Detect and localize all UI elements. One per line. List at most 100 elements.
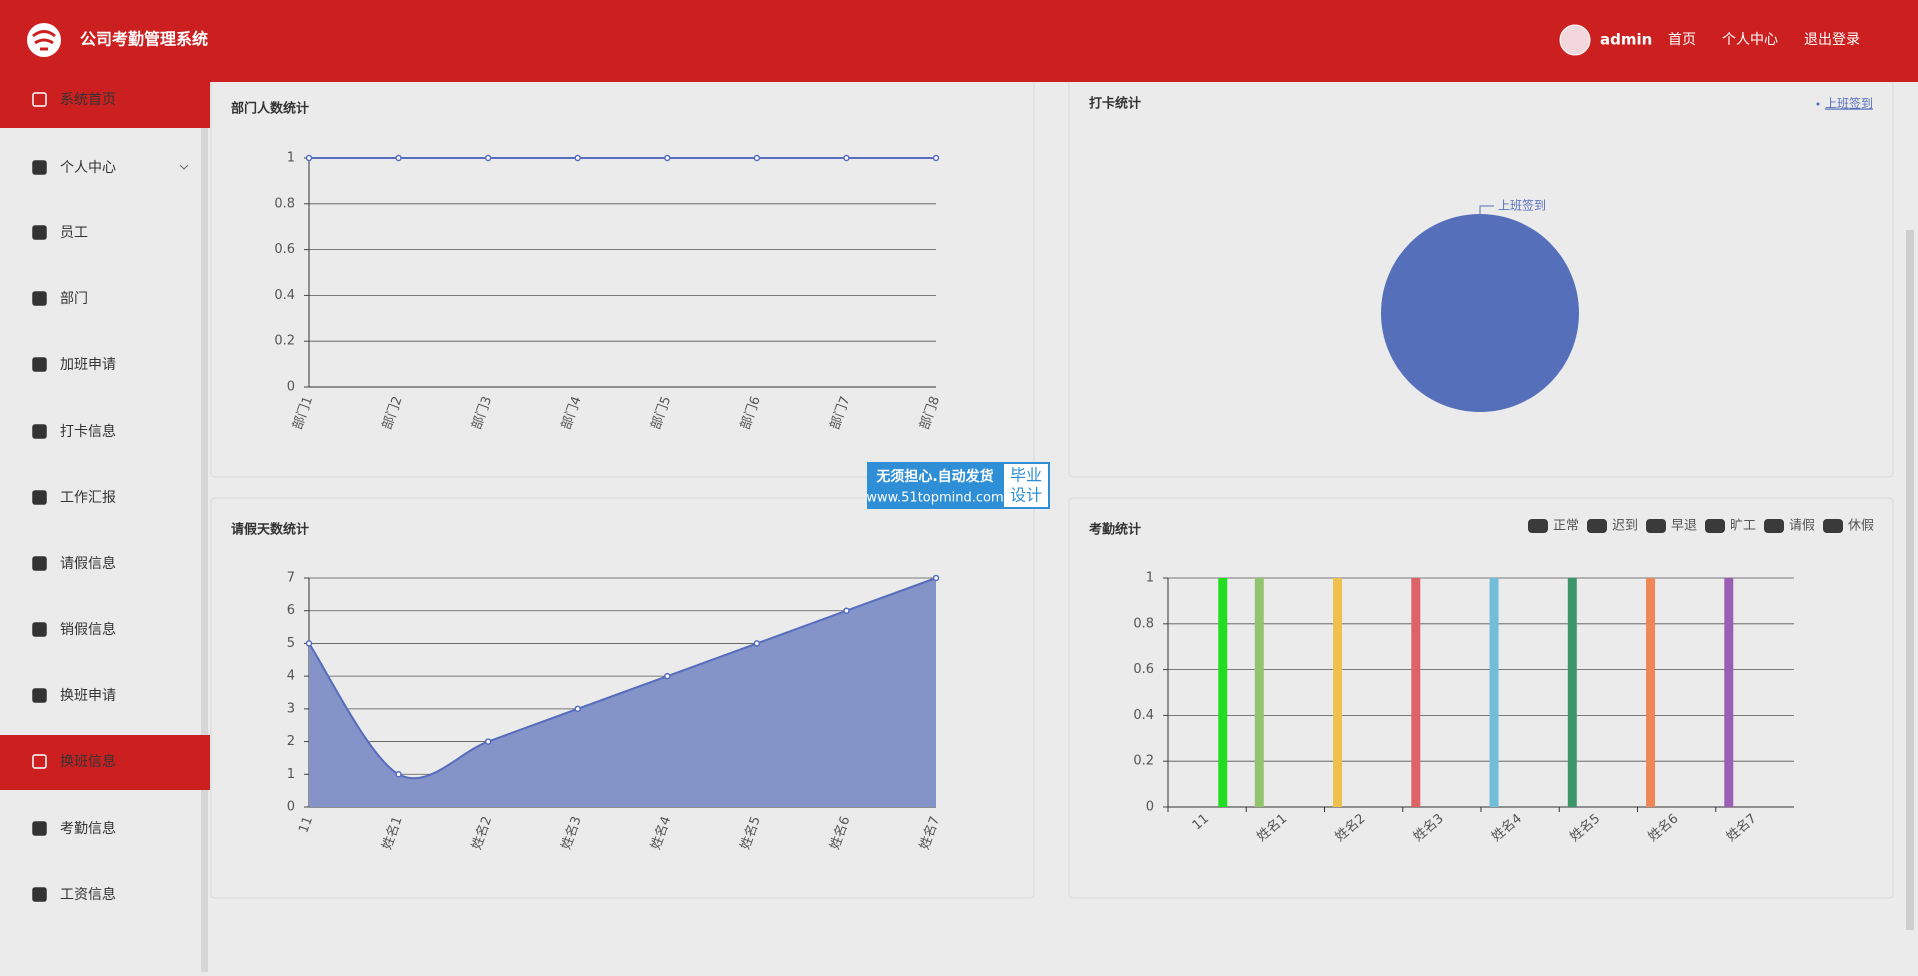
y-tick-label: 1 xyxy=(287,151,295,166)
legend-swatch[interactable] xyxy=(1528,519,1548,533)
page-scrollbar xyxy=(1906,230,1914,930)
user-name[interactable]: admin xyxy=(1600,31,1652,49)
menu-icon xyxy=(32,357,47,372)
header-links: 首页 个人中心 退出登录 xyxy=(1668,32,1860,48)
legend-label[interactable]: 正常 xyxy=(1553,519,1579,534)
watermark: 无须担心.自动发货 www.51topmind.com 毕业 设计 xyxy=(866,462,1050,509)
nav-link[interactable]: 首页 xyxy=(1668,32,1696,48)
menu-icon xyxy=(32,225,47,240)
y-tick-label: 0.4 xyxy=(274,288,295,303)
x-tick-label: 11 xyxy=(296,814,316,835)
sidebar-scrollbar xyxy=(201,100,208,972)
watermark-url: www.51topmind.com xyxy=(866,491,1003,506)
bar xyxy=(1646,578,1656,807)
menu-item[interactable]: 加班申请 xyxy=(60,357,116,373)
menu-icon xyxy=(32,490,47,505)
menu-item[interactable]: 部门 xyxy=(60,291,88,307)
menu-item[interactable]: 销假信息 xyxy=(60,621,116,638)
menu-icon xyxy=(32,160,47,175)
legend-label[interactable]: 迟到 xyxy=(1612,519,1638,534)
legend-label[interactable]: 请假 xyxy=(1789,519,1815,534)
menu-item[interactable]: 工资信息 xyxy=(60,886,116,903)
menu-active xyxy=(0,73,210,128)
point xyxy=(395,154,402,162)
pie-slice xyxy=(1381,214,1579,412)
point xyxy=(664,154,671,162)
menu-icon xyxy=(32,821,47,836)
chart-title: 部门人数统计 xyxy=(231,101,309,117)
y-tick-label: 5 xyxy=(287,636,295,651)
y-tick-label: 0 xyxy=(287,380,295,395)
y-tick-label: 3 xyxy=(287,701,295,716)
bar xyxy=(1489,578,1499,807)
y-tick-label: 2 xyxy=(287,734,295,749)
legend-marker[interactable] xyxy=(1816,102,1820,106)
nav-link[interactable]: 退出登录 xyxy=(1804,32,1860,48)
chart-title: 打卡统计 xyxy=(1089,96,1141,112)
point xyxy=(305,154,313,162)
y-tick-label: 1 xyxy=(287,767,295,782)
menu-item[interactable]: 请假信息 xyxy=(60,555,116,572)
legend-swatch[interactable] xyxy=(1646,519,1666,533)
point xyxy=(574,705,581,713)
menu-item[interactable]: 员工 xyxy=(60,225,88,241)
y-tick-label: 0.8 xyxy=(274,196,295,211)
header xyxy=(0,0,1918,82)
legend-label[interactable]: 旷工 xyxy=(1730,519,1756,534)
legend-label[interactable]: 休假 xyxy=(1848,519,1874,534)
legend-swatch[interactable] xyxy=(1587,519,1607,533)
point xyxy=(484,154,492,162)
bar xyxy=(1567,578,1577,807)
menu-icon xyxy=(32,92,47,107)
leader-line xyxy=(1479,205,1494,214)
legend-swatch[interactable] xyxy=(1823,519,1843,533)
bar xyxy=(1724,578,1734,807)
menu-item[interactable]: 工作汇报 xyxy=(60,490,116,506)
point xyxy=(932,574,940,582)
menu-item[interactable]: 换班信息 xyxy=(60,753,116,770)
legend-label[interactable]: 早退 xyxy=(1671,519,1697,534)
y-tick-label: 1 xyxy=(1146,571,1154,586)
menu-icon xyxy=(32,556,47,571)
legend-swatch[interactable] xyxy=(1705,519,1725,533)
menu-icon xyxy=(32,887,47,902)
chart-title: 请假天数统计 xyxy=(231,522,309,538)
y-tick-label: 7 xyxy=(287,571,295,586)
avatar[interactable] xyxy=(1559,24,1591,56)
point xyxy=(664,672,671,680)
menu-icon xyxy=(32,688,47,703)
watermark-badge xyxy=(1004,464,1048,507)
y-tick-label: 0.8 xyxy=(1133,616,1154,631)
panel xyxy=(1068,497,1894,899)
y-tick-label: 0 xyxy=(287,800,295,815)
menu-item[interactable]: 换班申请 xyxy=(60,687,116,704)
menu-icon xyxy=(32,754,47,769)
menu-icon xyxy=(32,622,47,637)
bar xyxy=(1218,578,1228,807)
bar xyxy=(1333,578,1343,807)
y-tick-label: 0 xyxy=(1146,800,1154,815)
y-tick-label: 0.2 xyxy=(1133,754,1154,769)
nav-link[interactable]: 个人中心 xyxy=(1722,32,1778,48)
point xyxy=(843,154,850,162)
menu-item[interactable]: 系统首页 xyxy=(60,92,116,108)
bar xyxy=(1254,578,1264,807)
menu-item[interactable]: 个人中心 xyxy=(60,160,116,176)
logo-mark xyxy=(32,30,56,51)
y-tick-label: 6 xyxy=(287,603,295,618)
y-tick-label: 0.6 xyxy=(274,242,295,257)
chart-title: 考勤统计 xyxy=(1089,522,1141,538)
legend-swatch[interactable] xyxy=(1764,519,1784,533)
panel xyxy=(210,69,1035,478)
menu-item[interactable]: 考勤信息 xyxy=(60,820,116,837)
watermark-badge-text: 毕业 xyxy=(1010,466,1042,485)
menu-icon xyxy=(32,424,47,439)
sidebar xyxy=(0,82,210,972)
y-tick-label: 0.2 xyxy=(274,334,295,349)
point xyxy=(843,607,850,614)
menu-item[interactable]: 打卡信息 xyxy=(60,423,116,440)
bar xyxy=(1411,578,1421,807)
legend-label[interactable]: 上班签到 xyxy=(1825,96,1873,111)
